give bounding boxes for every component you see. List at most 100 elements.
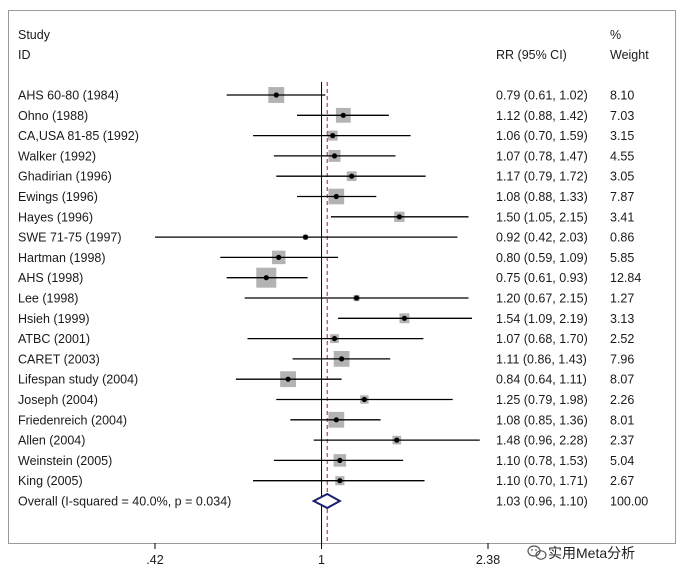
wechat-icon [527, 545, 547, 560]
study-weight: 2.52 [610, 332, 634, 346]
study-label: King (2005) [18, 474, 83, 488]
study-label: Ohno (1988) [18, 109, 88, 123]
study-row: Lee (1998) 1.20 (0.67, 2.15) 1.27 [18, 292, 634, 306]
study-weight: 4.55 [610, 149, 634, 163]
study-row: Ohno (1988) 1.12 (0.88, 1.42) 7.03 [18, 107, 634, 123]
overall-weight: 100.00 [610, 495, 648, 509]
study-row: CARET (2003) 1.11 (0.86, 1.43) 7.96 [18, 351, 634, 367]
watermark: 实用Meta分析 [527, 545, 635, 561]
study-label: Weinstein (2005) [18, 454, 112, 468]
study-weight: 8.01 [610, 413, 634, 427]
study-rr-ci: 1.25 (0.79, 1.98) [496, 393, 588, 407]
study-row: King (2005) 1.10 (0.70, 1.71) 2.67 [18, 474, 634, 488]
study-row: Joseph (2004) 1.25 (0.79, 1.98) 2.26 [18, 393, 634, 407]
study-label: Hartman (1998) [18, 251, 106, 265]
header-weight: Weight [610, 48, 649, 62]
study-weight: 7.96 [610, 352, 634, 366]
study-rr-ci: 1.08 (0.88, 1.33) [496, 190, 588, 204]
header: Study ID RR (95% CI) % Weight [18, 28, 649, 62]
study-weight: 2.26 [610, 393, 634, 407]
study-point [276, 254, 282, 260]
study-label: Allen (2004) [18, 434, 85, 448]
study-rr-ci: 1.48 (0.96, 2.28) [496, 434, 588, 448]
study-row: SWE 71-75 (1997) 0.92 (0.42, 2.03) 0.86 [18, 231, 634, 245]
x-tick-label: .42 [146, 553, 163, 567]
study-rr-ci: 1.06 (0.70, 1.59) [496, 129, 588, 143]
study-weight: 7.03 [610, 109, 634, 123]
study-point [263, 275, 269, 281]
study-row: CA,USA 81-85 (1992) 1.06 (0.70, 1.59) 3.15 [18, 129, 634, 143]
study-label: SWE 71-75 (1997) [18, 231, 122, 245]
study-row: Friedenreich (2004) 1.08 (0.85, 1.36) 8.01 [18, 411, 634, 428]
study-row: Ewings (1996) 1.08 (0.88, 1.33) 7.87 [18, 188, 634, 205]
header-rr: RR (95% CI) [496, 48, 567, 62]
study-weight: 3.05 [610, 170, 634, 184]
study-point [333, 193, 339, 200]
study-weight: 2.37 [610, 434, 634, 448]
study-point [273, 92, 279, 98]
study-rr-ci: 0.80 (0.59, 1.09) [496, 251, 588, 265]
study-rr-ci: 1.07 (0.68, 1.70) [496, 332, 588, 346]
study-weight: 3.15 [610, 129, 634, 143]
study-label: Hayes (1996) [18, 210, 93, 224]
study-row: Hartman (1998) 0.80 (0.59, 1.09) 5.85 [18, 250, 634, 265]
study-weight: 8.10 [610, 89, 634, 103]
header-percent: % [610, 28, 621, 42]
study-point [302, 234, 309, 240]
study-label: Friedenreich (2004) [18, 413, 127, 427]
study-rr-ci: 1.07 (0.78, 1.47) [496, 149, 588, 163]
study-label: Hsieh (1999) [18, 312, 90, 326]
study-row: Allen (2004) 1.48 (0.96, 2.28) 2.37 [18, 434, 634, 448]
study-point [337, 457, 343, 463]
study-row: ATBC (2001) 1.07 (0.68, 1.70) 2.52 [18, 332, 634, 346]
study-row: Hayes (1996) 1.50 (1.05, 2.15) 3.41 [18, 210, 634, 224]
study-label: CA,USA 81-85 (1992) [18, 129, 139, 143]
study-label: Ghadirian (1996) [18, 170, 112, 184]
study-weight: 5.04 [610, 454, 634, 468]
study-rr-ci: 1.10 (0.78, 1.53) [496, 454, 588, 468]
study-label: Lifespan study (2004) [18, 373, 138, 387]
overall-rr-ci: 1.03 (0.96, 1.10) [496, 495, 588, 509]
study-point [285, 376, 291, 382]
study-weight: 8.07 [610, 373, 634, 387]
overall-row: Overall (I-squared = 40.0%, p = 0.034) 1.… [18, 492, 648, 510]
overall-diamond [311, 492, 342, 510]
plot-frame [8, 10, 676, 544]
x-tick-label: 1 [318, 553, 325, 567]
header-id: ID [18, 48, 31, 62]
study-rr-ci: 1.50 (1.05, 2.15) [496, 210, 588, 224]
study-rr-ci: 0.92 (0.42, 2.03) [496, 231, 588, 245]
study-rr-ci: 0.84 (0.64, 1.11) [496, 373, 587, 387]
study-weight: 5.85 [610, 251, 634, 265]
study-row: Lifespan study (2004) 0.84 (0.64, 1.11) 8.… [18, 371, 634, 388]
study-point [337, 478, 343, 484]
study-label: Walker (1992) [18, 149, 96, 163]
study-row: AHS (1998) 0.75 (0.61, 0.93) 12.84 [18, 267, 641, 288]
overall-label: Overall (I-squared = 40.0%, p = 0.034) [18, 495, 231, 509]
study-rr-ci: 1.17 (0.79, 1.72) [496, 170, 588, 184]
x-tick-label: 2.38 [476, 553, 500, 567]
study-point [333, 417, 339, 423]
study-row: AHS 60-80 (1984) 0.79 (0.61, 1.02) 8.10 [18, 87, 634, 103]
study-weight: 1.27 [610, 292, 634, 306]
study-weight: 7.87 [610, 190, 634, 204]
study-point [331, 153, 338, 159]
study-rr-ci: 0.79 (0.61, 1.02) [496, 89, 588, 103]
study-weight: 2.67 [610, 474, 634, 488]
study-row: Ghadirian (1996) 1.17 (0.79, 1.72) 3.05 [18, 170, 634, 184]
study-rr-ci: 1.08 (0.85, 1.36) [496, 413, 588, 427]
study-point [396, 214, 402, 220]
study-rr-ci: 0.75 (0.61, 0.93) [496, 271, 588, 285]
study-rr-ci: 1.11 (0.86, 1.43) [496, 352, 587, 366]
watermark-text: 实用Meta分析 [548, 545, 635, 561]
study-label: Lee (1998) [18, 292, 78, 306]
study-point [330, 133, 336, 139]
study-point [349, 173, 355, 179]
study-label: ATBC (2001) [18, 332, 90, 346]
study-rr-ci: 1.54 (1.09, 2.19) [496, 312, 588, 326]
study-rr-ci: 1.12 (0.88, 1.42) [496, 109, 588, 123]
study-point [353, 295, 360, 301]
study-weight: 3.13 [610, 312, 634, 326]
study-weight: 3.41 [610, 210, 634, 224]
